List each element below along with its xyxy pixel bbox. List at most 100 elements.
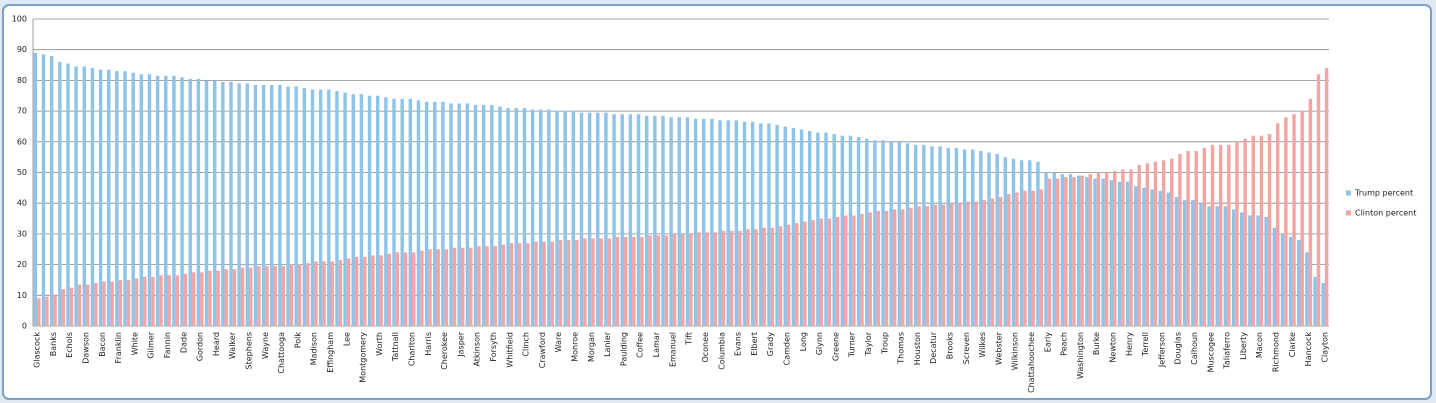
x-tick-label: Greene	[831, 332, 840, 361]
bar	[208, 270, 212, 326]
bar	[542, 241, 546, 326]
bar	[131, 72, 135, 326]
bar	[1248, 215, 1252, 326]
bar	[1031, 190, 1035, 326]
bar	[1137, 164, 1141, 326]
bar	[151, 276, 155, 326]
x-tick-label: Screven	[962, 332, 971, 364]
x-tick-label: Paulding	[619, 332, 628, 366]
bar	[118, 279, 123, 326]
bar	[693, 118, 698, 327]
bar	[685, 117, 690, 327]
bar	[954, 147, 959, 326]
bar	[465, 103, 470, 326]
bar	[212, 80, 217, 327]
bar	[1227, 144, 1231, 326]
x-tick-label: Thomas	[897, 332, 906, 365]
bar	[897, 141, 902, 326]
bar	[856, 137, 861, 326]
bar	[669, 117, 673, 327]
bar	[286, 86, 290, 326]
x-tick-label: Newton	[1109, 332, 1118, 363]
x-tick-label: Lee	[342, 332, 351, 346]
bar	[354, 256, 359, 326]
x-tick-label: Decatur	[929, 331, 938, 364]
bar	[155, 75, 160, 326]
y-tick-label: 100	[12, 15, 27, 24]
x-tick-label: Elbert	[750, 332, 759, 356]
bar	[860, 213, 864, 326]
bar	[1243, 138, 1247, 326]
bar	[644, 115, 649, 326]
bar	[164, 75, 168, 326]
bar	[653, 115, 657, 326]
bar	[1182, 200, 1187, 326]
bar	[1300, 111, 1304, 326]
bar	[1044, 172, 1048, 326]
bar	[69, 287, 74, 326]
x-tick-label: Effingham	[326, 332, 335, 373]
bar	[191, 272, 196, 326]
bar	[971, 149, 975, 326]
x-tick-label: White	[130, 332, 139, 355]
bar	[1288, 236, 1293, 326]
bar	[1052, 172, 1056, 326]
bar	[240, 267, 245, 326]
x-tick-label: Fannin	[163, 332, 172, 358]
bar	[1145, 163, 1150, 326]
bar	[909, 207, 913, 326]
bar	[41, 54, 46, 327]
bar	[832, 134, 836, 326]
bar	[147, 74, 152, 326]
bar	[1060, 174, 1065, 326]
x-tick-label: Morgan	[587, 332, 596, 362]
bar	[636, 114, 641, 326]
x-tick-label: Troup	[880, 332, 889, 355]
bar	[449, 103, 453, 326]
bar	[1007, 193, 1011, 326]
bar	[452, 247, 457, 326]
bar	[1191, 200, 1195, 326]
bar	[563, 111, 567, 326]
x-tick-label: Gilmer	[147, 331, 156, 358]
bar	[444, 249, 449, 326]
bar	[232, 269, 237, 326]
x-tick-label: Tift	[685, 332, 694, 346]
bar	[335, 91, 339, 327]
bar	[1324, 68, 1329, 327]
x-tick-label: Wilkes	[978, 332, 987, 358]
bar	[1047, 178, 1052, 326]
bar	[930, 146, 934, 326]
y-tick-label: 70	[17, 107, 27, 116]
bar	[517, 243, 522, 326]
bar	[1239, 212, 1244, 326]
bar	[490, 104, 494, 327]
bar	[1161, 160, 1166, 326]
y-tick-label: 80	[17, 76, 27, 85]
x-tick-label: Brooks	[945, 332, 954, 359]
bar	[742, 121, 747, 326]
bar	[941, 204, 946, 326]
bar	[1109, 180, 1113, 326]
bar	[221, 81, 225, 326]
bar	[384, 97, 388, 326]
bar	[795, 223, 799, 326]
bar	[526, 243, 530, 326]
bar	[1210, 144, 1215, 326]
bar	[672, 233, 677, 326]
bar	[713, 232, 718, 326]
x-tick-label: Glynn	[815, 332, 824, 355]
y-tick-label: 20	[17, 260, 27, 269]
bar	[1218, 144, 1223, 326]
bar	[881, 140, 885, 326]
bar	[77, 284, 82, 326]
bar	[375, 95, 380, 326]
bar	[1129, 169, 1133, 326]
x-tick-label: Heard	[212, 332, 221, 356]
bar	[346, 258, 351, 326]
x-tick-label: Taylor	[864, 331, 873, 356]
x-tick-label: Montgomery	[359, 332, 368, 383]
bar	[473, 104, 478, 327]
bar	[571, 111, 576, 326]
bar	[53, 295, 57, 326]
